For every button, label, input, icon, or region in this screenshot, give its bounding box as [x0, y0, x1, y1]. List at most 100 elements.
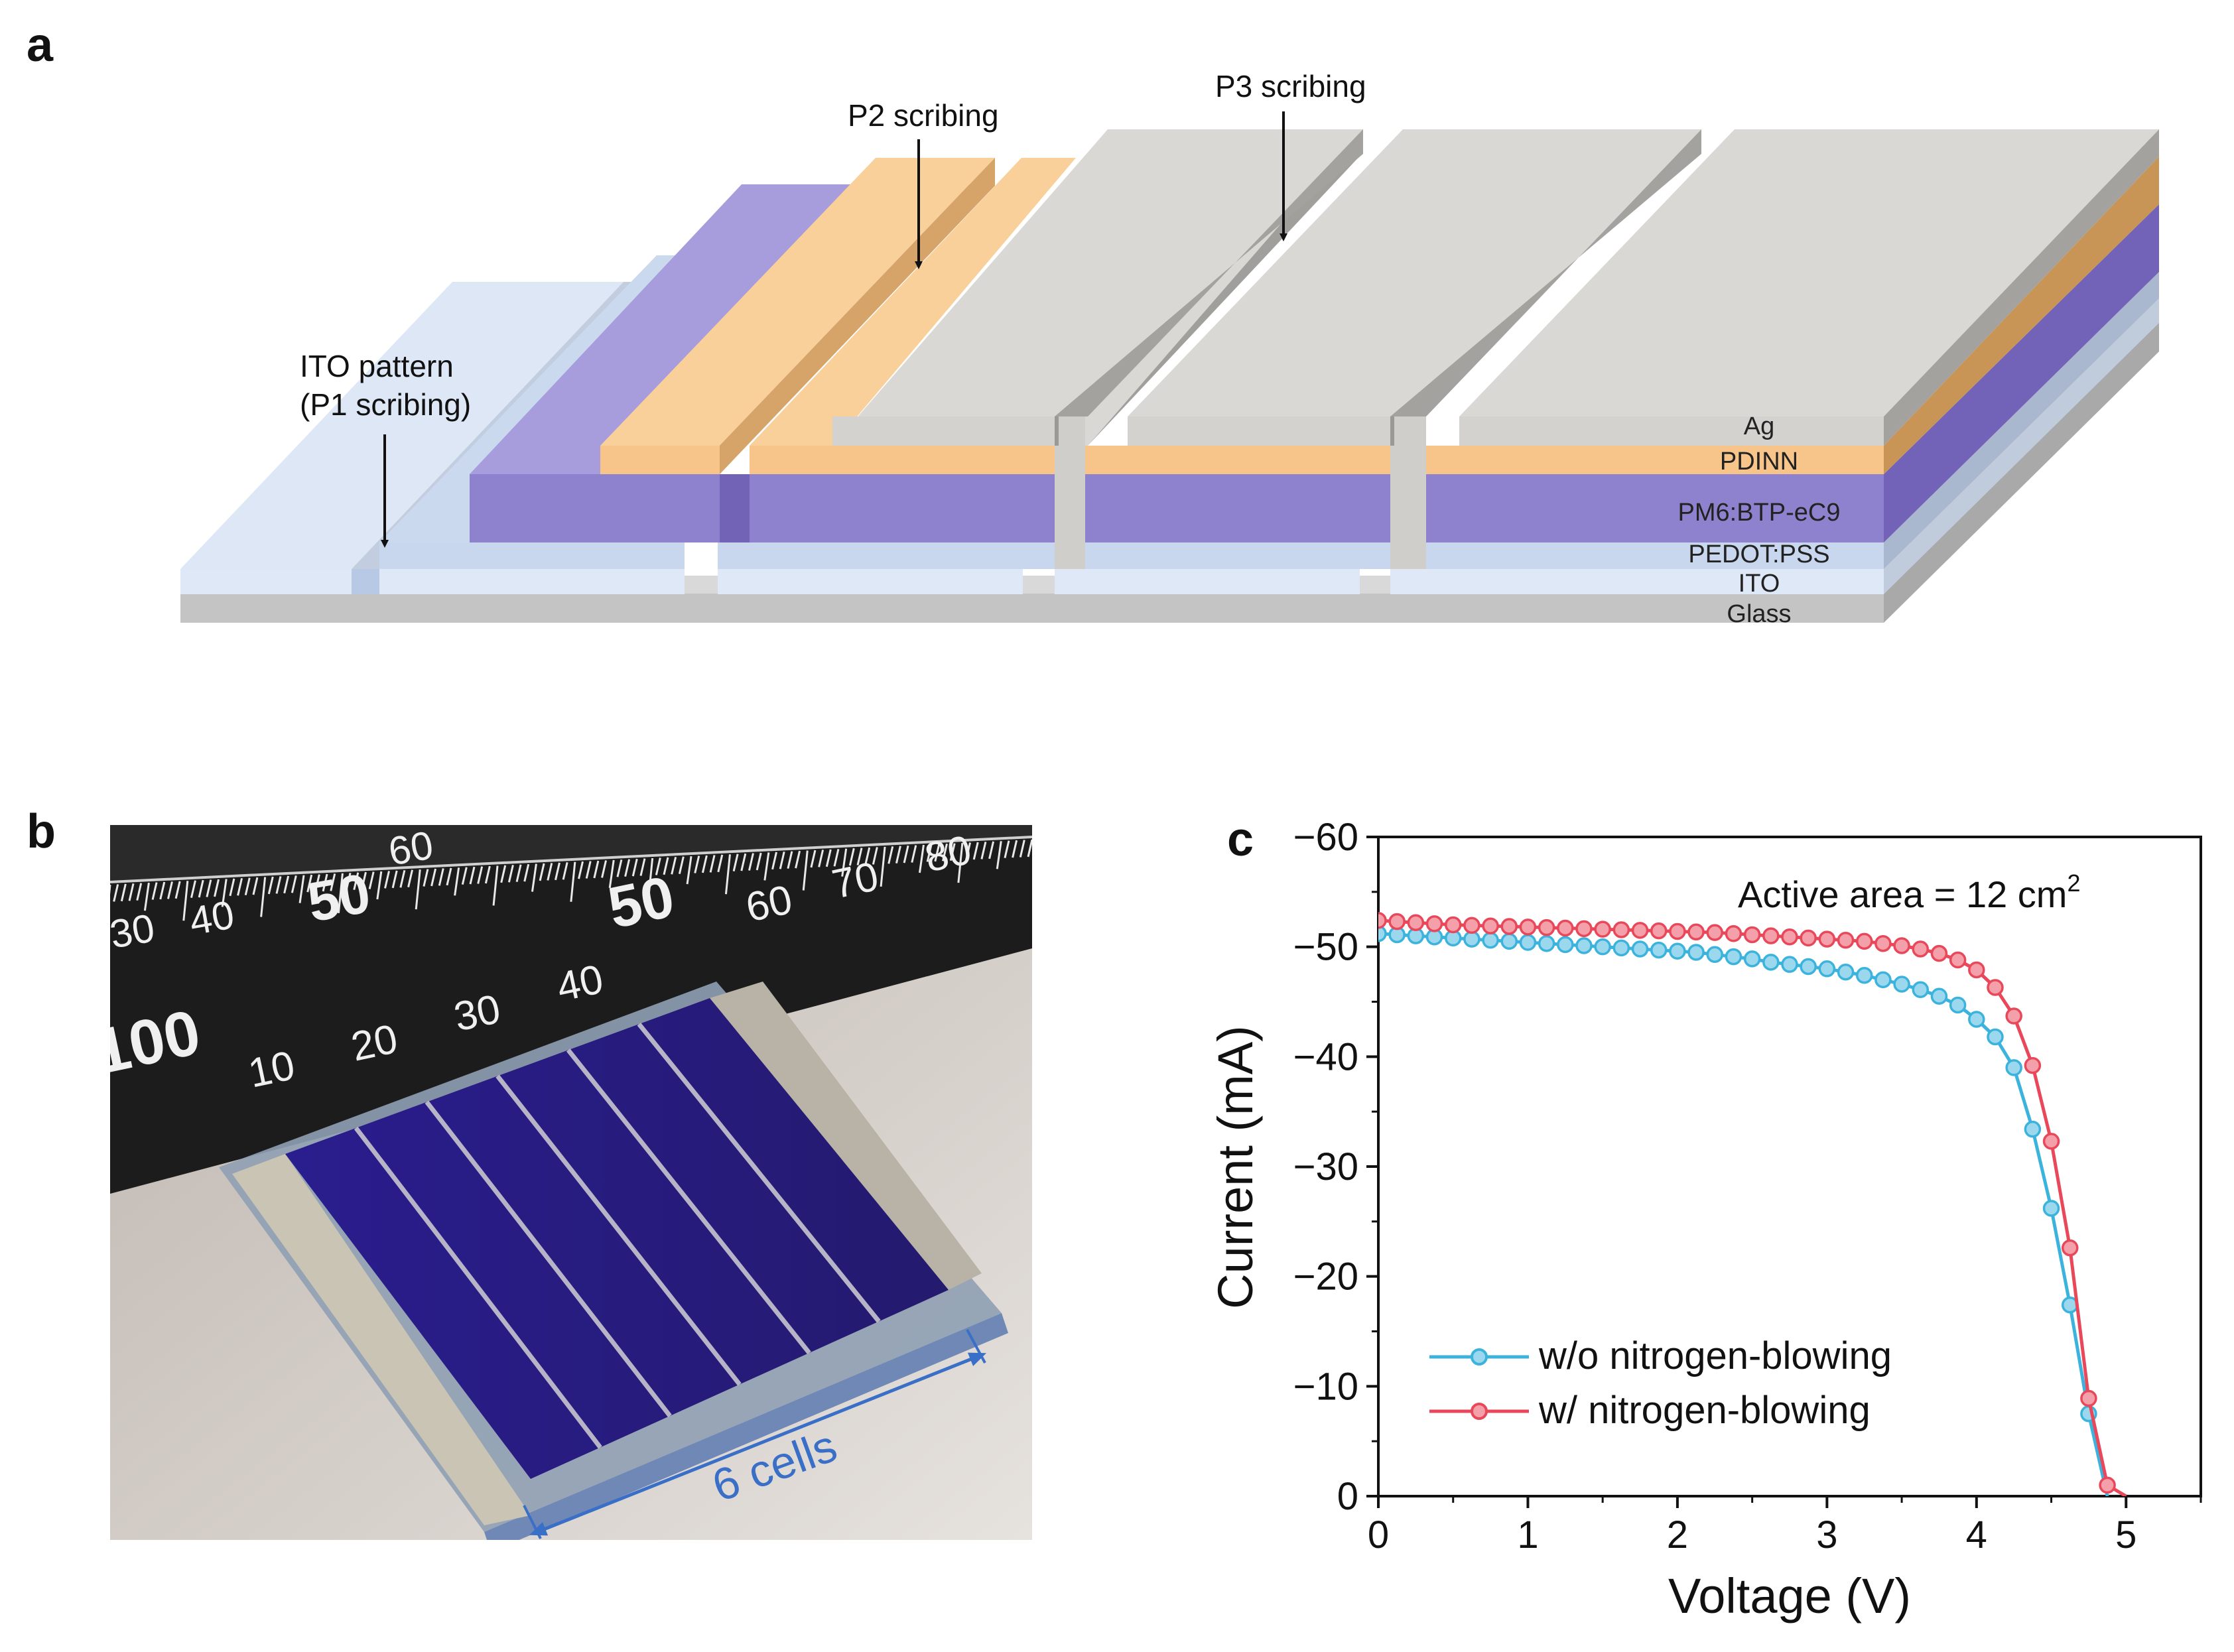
- series-point-1: [2005, 1007, 2022, 1025]
- annotation-superscript: 2: [2067, 869, 2080, 897]
- ruler-tick: [384, 871, 390, 889]
- series-point-1: [1837, 931, 1855, 949]
- series-point-0: [1631, 940, 1649, 958]
- callout-p3: P3 scribing: [1215, 69, 1366, 103]
- ag-seg1-top: [832, 129, 1363, 446]
- ruler-tick: [337, 873, 344, 914]
- ruler-number: 40: [553, 956, 608, 1011]
- ruler-tick: [663, 857, 669, 875]
- ruler-tick: [492, 865, 499, 906]
- legend-label-series-0: w/o nitrogen-blowing: [1538, 1334, 1892, 1377]
- legend-marker-series-1: [1471, 1403, 1488, 1420]
- ruler-tick: [376, 871, 383, 900]
- legend-marker-series-0: [1471, 1348, 1488, 1366]
- x-tick-label: 1: [1517, 1513, 1538, 1557]
- panel-label-b: b: [27, 805, 56, 858]
- series-point-0: [1930, 987, 1948, 1005]
- ruler-tick: [128, 883, 135, 901]
- ruler-tick: [110, 885, 111, 895]
- series-point-0: [1912, 981, 1930, 999]
- ruler-ticks: [110, 839, 1032, 921]
- active-strip-side: [720, 474, 750, 542]
- ito-front-seg4: [1390, 569, 1884, 594]
- ruler-tick: [578, 861, 584, 879]
- series-point-1: [1557, 919, 1574, 937]
- ruler-tick: [887, 846, 894, 864]
- ruler-tick: [353, 872, 360, 891]
- y-axis-ticks: 0 −10 −20 −30 −40 −50 −60: [1293, 816, 1378, 1518]
- ruler-tick: [252, 877, 259, 895]
- ruler-tick: [244, 877, 251, 896]
- ruler-tick: [391, 870, 398, 889]
- callout-p1-line2: (P1 scribing): [300, 387, 471, 422]
- p3-groove-1: [1055, 416, 1059, 446]
- pdinn-front-seg3: [1085, 446, 1390, 474]
- ruler-tick: [732, 854, 739, 872]
- series-point-1: [1893, 937, 1910, 954]
- series-point-1: [1500, 918, 1518, 935]
- ito-left-top: [180, 282, 624, 569]
- ruler-tick: [314, 874, 320, 892]
- ruler-tick: [864, 847, 871, 865]
- ruler-tick: [980, 842, 987, 859]
- ag-p2-fill-2: [1390, 416, 1426, 569]
- series-point-0: [1594, 938, 1611, 956]
- ruler-tick: [856, 848, 863, 865]
- ruler-tick: [972, 842, 979, 860]
- ruler-tick: [570, 861, 576, 902]
- series-point-0: [1781, 956, 1798, 973]
- series-point-0: [2005, 1059, 2022, 1076]
- series-line-0: [1378, 932, 2109, 1496]
- ruler-tick: [515, 864, 522, 883]
- ruler-tick: [368, 871, 375, 889]
- ruler-tick: [608, 859, 615, 889]
- pedot-front-seg2: [718, 542, 1056, 569]
- ruler-tick: [934, 844, 941, 862]
- series-point-1: [2024, 1056, 2042, 1074]
- cell-divider: [566, 1048, 811, 1355]
- series-point-1: [1463, 917, 1480, 934]
- cell-divider: [637, 1022, 881, 1323]
- series-point-1: [1407, 914, 1425, 931]
- x-axis-ticks: 0 1 2 3 4 5: [1368, 1496, 2202, 1557]
- y-tick-label: −20: [1293, 1255, 1358, 1299]
- pdinn-strip2-top: [750, 158, 1076, 446]
- ag-seg3-front: [1459, 416, 1884, 446]
- left-electrode: [232, 1154, 531, 1525]
- series-point-0: [1463, 930, 1480, 948]
- ruler-tick: [694, 856, 700, 873]
- series-point-0: [1650, 941, 1668, 959]
- ruler-number: 10: [245, 1043, 299, 1097]
- layer-label-pedot: PEDOT:PSS: [1688, 540, 1829, 568]
- ruler-tick: [795, 850, 801, 869]
- ruler-tick: [1012, 840, 1018, 858]
- x-tick-label: 3: [1816, 1513, 1837, 1557]
- ruler-tick: [585, 861, 592, 879]
- ruler-tick: [229, 878, 235, 897]
- legend-label-series-1: w/ nitrogen-blowing: [1538, 1389, 1871, 1432]
- ruler-tick: [438, 868, 444, 886]
- ruler-tick: [330, 873, 336, 891]
- pdinn-side: [1884, 157, 2159, 474]
- ruler-tick: [291, 875, 297, 893]
- series-point-1: [1912, 940, 1930, 958]
- ruler-tick: [507, 864, 514, 883]
- ruler-tick: [113, 884, 119, 902]
- active-area-annotation: Active area = 12 cm2: [1738, 869, 2080, 915]
- ruler-tick: [562, 861, 568, 880]
- series-point-0: [1575, 937, 1593, 954]
- ito-gap-fill: [352, 569, 379, 594]
- pedot-side: [1884, 272, 2159, 569]
- ruler-number: 50: [303, 861, 375, 934]
- x-tick-label: 0: [1368, 1513, 1389, 1557]
- ruler-tick: [903, 845, 909, 863]
- ruler-tick: [182, 881, 189, 921]
- series-point-0: [1855, 966, 1873, 984]
- x-tick-label: 2: [1667, 1513, 1688, 1557]
- ruler-number: 50: [602, 863, 679, 940]
- ruler-tick: [190, 880, 196, 899]
- series-point-0: [1893, 976, 1910, 993]
- ruler-tick: [407, 869, 414, 888]
- series-point-0: [1519, 934, 1537, 951]
- ruler-tick: [298, 875, 305, 903]
